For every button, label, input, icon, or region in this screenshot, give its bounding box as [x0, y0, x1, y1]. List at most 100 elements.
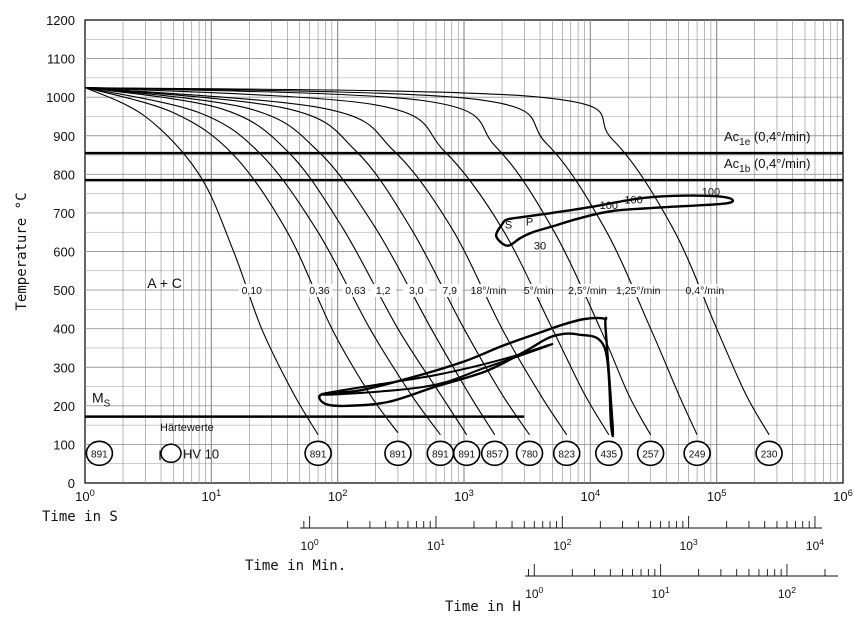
cooling-curve — [84, 86, 496, 436]
cooling-curve — [84, 86, 441, 436]
cooling-curve — [84, 86, 698, 436]
label-ac1e: Ac1e (0,4°/min) — [724, 129, 810, 148]
hardness-value: 891 — [432, 449, 449, 460]
y-tick-label: 200 — [53, 399, 75, 414]
hardness-value: 891 — [390, 449, 407, 460]
hardness-circle — [85, 440, 114, 467]
x-tick-minutes: 104 — [806, 537, 824, 553]
hardness-value: 780 — [521, 449, 538, 460]
region-note: 100 — [624, 194, 642, 206]
x-tick-hours: 102 — [778, 585, 796, 601]
label-ms: MS — [92, 390, 111, 410]
legend: Härtewerte HV 10 — [160, 422, 219, 464]
bainite-region — [318, 316, 615, 438]
cooling-curve — [84, 86, 610, 436]
x-tick-hours: 100 — [525, 585, 543, 601]
x-tick-seconds: 105 — [707, 488, 727, 504]
hardness-circle — [384, 440, 412, 467]
x-tick-seconds: 104 — [580, 488, 600, 504]
cooling-curves — [84, 86, 770, 436]
x-tick-seconds: 103 — [454, 488, 474, 504]
hardness-value: 435 — [600, 449, 617, 460]
rate-label-bg — [475, 283, 502, 297]
x-tick-seconds: 102 — [328, 488, 348, 504]
y-tick-label: 300 — [53, 360, 75, 375]
x-tick-minutes: 103 — [680, 537, 698, 553]
y-tick-label: 400 — [53, 322, 75, 337]
hardness-circle — [452, 440, 481, 467]
y-axis-label: Temperature °C — [14, 192, 30, 310]
cooling-curve — [84, 86, 530, 436]
y-tick-label: 600 — [53, 245, 75, 260]
cooling-curve — [84, 86, 568, 436]
secondary-axis-minutes — [300, 516, 822, 529]
rate-label: 0,4°/min — [686, 285, 725, 297]
hardness-circle — [594, 440, 623, 467]
hardness-value: 891 — [310, 449, 327, 460]
hardness-circle — [636, 440, 665, 467]
y-tick-label: 1100 — [47, 52, 75, 67]
y-tick-label: 1000 — [46, 90, 75, 105]
hardness-markers: 891 891 891 891 857 780 823 435 257 249 230 891 — [85, 440, 783, 467]
region-note: P — [526, 216, 533, 228]
x-tick-minutes: 102 — [553, 537, 571, 553]
x-tick-minutes: 100 — [301, 537, 319, 553]
rate-label: 3,0 — [409, 285, 424, 297]
grid — [85, 20, 843, 483]
rate-label-bg — [370, 283, 397, 297]
rate-label-bg — [525, 283, 552, 297]
hardness-value: 823 — [558, 449, 575, 460]
x-tick-seconds: 106 — [833, 488, 853, 504]
y-tick-label: 800 — [53, 167, 75, 182]
x-tick-seconds: 100 — [75, 488, 95, 504]
rate-label: 5°/min — [524, 285, 554, 297]
legend-title: Härtewerte — [160, 422, 214, 434]
cooling-curve — [84, 86, 468, 436]
rate-label: 1,2 — [376, 285, 391, 297]
rate-label-bg — [403, 283, 430, 297]
hardness-circle — [515, 440, 544, 467]
hardness-value: 257 — [642, 449, 659, 460]
label-ac1b: Ac1b (0,4°/min) — [724, 156, 810, 175]
x-axis-label-seconds: Time in S — [42, 509, 118, 525]
legend-circle — [160, 443, 182, 464]
hardness-circle — [304, 440, 332, 467]
hardness-circle — [552, 440, 581, 467]
hardness-circle — [480, 440, 509, 467]
cooling-curve — [84, 86, 399, 434]
hardness-value: 857 — [486, 449, 503, 460]
rate-label: 18°/min — [471, 285, 507, 297]
rate-label: 0,36 — [309, 285, 330, 297]
x-tick-hours: 101 — [652, 585, 670, 601]
rate-label-bg — [306, 283, 333, 297]
rate-label: 0,10 — [242, 285, 263, 297]
hardness-value: 230 — [761, 449, 778, 460]
y-tick-label: 700 — [53, 206, 75, 221]
rate-label: 0,63 — [345, 285, 366, 297]
pearlite-region — [494, 194, 735, 247]
x-tick-minutes: 101 — [427, 537, 445, 553]
y-tick-label: 500 — [53, 283, 75, 298]
y-tick-label: 100 — [53, 437, 75, 452]
secondary-axis-hours — [525, 564, 838, 577]
hardness-value: 891 — [458, 449, 475, 460]
region-note: 100 — [600, 200, 618, 212]
region-label: A + C — [147, 275, 182, 291]
region-note: 30 — [534, 241, 546, 253]
x-axis-label-hours: Time in H — [445, 599, 521, 615]
rate-label: 1,25°/min — [616, 285, 661, 297]
legend-symbol-text: HV 10 — [183, 446, 219, 461]
cooling-curve — [84, 86, 770, 436]
rate-label-bg — [574, 283, 601, 297]
x-axis-label-minutes: Time in Min. — [245, 558, 346, 574]
y-tick-label: 0 — [68, 476, 75, 491]
x-tick-seconds: 101 — [201, 488, 221, 504]
hardness-value: 891 — [91, 449, 108, 460]
y-tick-label: 1200 — [46, 13, 75, 28]
rate-label-bg — [691, 283, 718, 297]
cooling-curve — [84, 86, 652, 436]
rate-label: 7,9 — [442, 285, 457, 297]
region-note: 100 — [702, 187, 720, 199]
rate-label-bg — [238, 283, 265, 297]
